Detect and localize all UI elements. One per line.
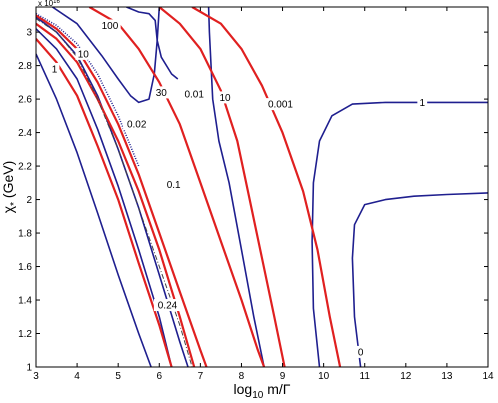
y-tick-label-9: 2.8 [18,61,32,72]
red-contour-11 [88,7,266,367]
x-tick-label-3: 6 [156,371,162,382]
x-tick-label-5: 8 [239,371,245,382]
x-tick-label-9: 12 [400,371,412,382]
contour-label-5: 10 [219,93,231,104]
contour-label-2: 100 [102,21,119,32]
contour-label-bg-5 [217,91,233,104]
y-tick-label-6: 2.2 [18,162,32,173]
y-tick-label-5: 2 [26,195,32,206]
plot-frame [35,6,489,368]
contour-label-bg-3 [153,86,170,99]
blue-contour-7 [351,192,488,367]
x-axis-label: log10 m/Γ [234,381,291,401]
y-tick-label-3: 1.6 [18,262,32,273]
contour-label-11: 0 [358,347,364,358]
y-tick-label-7: 2.4 [18,128,32,139]
blue-contour-4 [126,7,179,80]
x-tick-label-11: 14 [482,371,494,382]
contour-label-0: 1 [52,64,58,75]
contour-label-6: 0.001 [268,100,293,111]
x-tick-label-1: 4 [74,371,80,382]
contour-label-bg-4 [180,88,208,101]
x-tick-label-8: 11 [360,371,371,382]
contour-label-bg-7 [123,118,151,131]
contour-label-bg-1 [75,47,92,60]
contour-label-1: 10 [78,49,90,60]
contour-label-bg-0 [49,62,60,75]
red-contour-10 [36,14,208,367]
red-contour-13 [191,7,342,367]
y-tick-label-8: 2.6 [18,95,32,106]
red-contour-8 [36,38,173,367]
red-contour-9 [36,22,196,367]
blue-contour-0 [36,53,152,367]
blue-contour-15 [36,13,140,167]
contour-label-bg-10 [417,96,428,109]
contour-label-bg-11 [355,345,366,358]
y-tick-label-2: 1.4 [18,296,32,307]
x-tick-label-6: 9 [280,371,286,382]
red-contour-12 [158,7,286,367]
y-exponent: x 1016 [38,0,60,8]
blue-contour-6 [311,101,488,367]
contour-label-bg-6 [263,98,297,111]
blue-contour-3 [51,7,161,104]
contour-label-bg-2 [99,19,121,32]
y-axis-label: χ* (GeV) [0,161,20,214]
x-tick-label-0: 3 [33,371,39,382]
x-tick-label-7: 10 [318,371,330,382]
contour-label-9: 0.24 [158,301,178,312]
y-tick-label-4: 1.8 [18,229,32,240]
y-tick-label-10: 3 [26,28,32,39]
x-tick-label-2: 5 [115,371,121,382]
contour-label-bg-9 [153,299,182,312]
contour-label-bg-8 [162,178,185,191]
contour-label-4: 0.01 [184,90,204,101]
contour-label-7: 0.02 [127,120,147,131]
x-tick-label-10: 13 [441,371,453,382]
y-tick-label-1: 1.2 [18,329,32,340]
x-tick-label-4: 7 [198,371,204,382]
y-tick-label-0: 1 [26,363,32,374]
plot-area [36,7,488,367]
contour-label-10: 1 [419,98,425,109]
contour-label-3: 30 [156,88,168,99]
blue-contour-5 [207,7,265,367]
contour-label-8: 0.1 [167,180,181,191]
